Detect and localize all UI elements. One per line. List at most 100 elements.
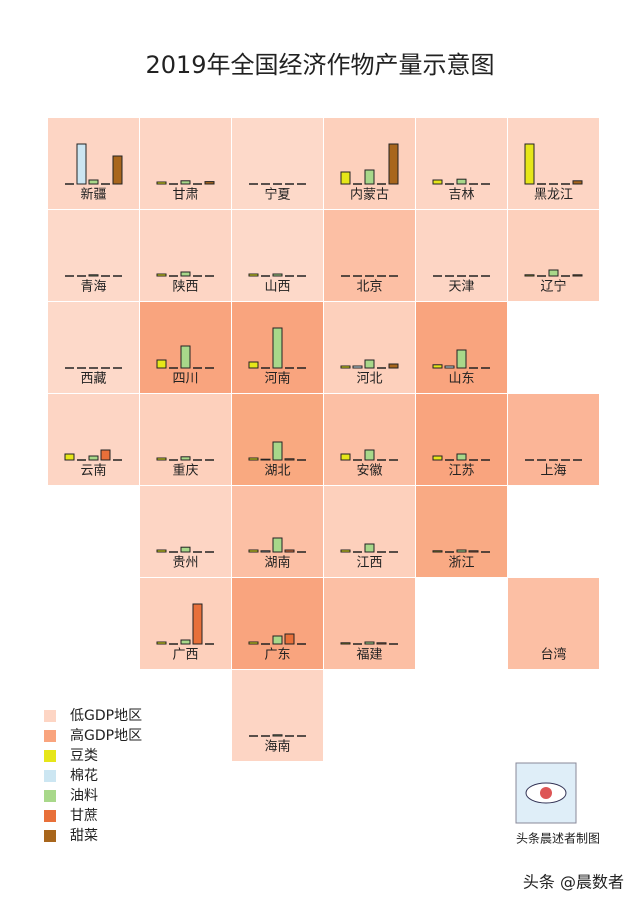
- legend-swatch: [44, 750, 56, 762]
- tile: [416, 394, 507, 485]
- bar: [340, 453, 351, 461]
- legend-swatch: [44, 810, 56, 822]
- tile-label: 上海: [540, 464, 566, 479]
- bar: [260, 458, 271, 461]
- bar: [432, 455, 443, 461]
- bar: [444, 365, 455, 369]
- legend-label: 甜菜: [70, 828, 98, 844]
- bar: [180, 456, 191, 461]
- bar: [456, 549, 467, 553]
- bar: [340, 365, 351, 369]
- tile: [232, 670, 323, 761]
- bar: [548, 269, 559, 277]
- bar: [340, 171, 351, 185]
- bar: [248, 641, 259, 645]
- bar: [180, 639, 191, 645]
- bar: [156, 549, 167, 553]
- bar: [364, 359, 375, 369]
- bar: [156, 359, 167, 369]
- bar: [284, 633, 295, 645]
- tile-label: 台湾: [540, 647, 566, 663]
- bar: [388, 363, 399, 369]
- bar: [88, 455, 99, 461]
- legend-swatch: [44, 710, 56, 722]
- tile-label: 陕西: [172, 280, 198, 295]
- tile-label: 四川: [172, 372, 198, 387]
- bar: [284, 458, 295, 461]
- bar: [272, 537, 283, 553]
- tile: [508, 394, 599, 485]
- bar: [340, 549, 351, 553]
- tile-label: 青海: [80, 280, 106, 295]
- credit-image: [515, 762, 577, 824]
- tile: [140, 210, 231, 301]
- legend-label: 油料: [70, 788, 98, 804]
- tile: [416, 210, 507, 301]
- tile-label: 广西: [172, 648, 198, 663]
- legend-label: 高GDP地区: [70, 727, 142, 744]
- tile-label: 天津: [448, 280, 474, 295]
- legend-swatch: [44, 830, 56, 842]
- tile-label: 云南: [80, 463, 106, 479]
- legend-swatch: [44, 790, 56, 802]
- bar: [112, 155, 123, 185]
- tile: [48, 302, 139, 393]
- tile: [48, 210, 139, 301]
- bar: [180, 271, 191, 277]
- tile: [232, 394, 323, 485]
- legend-swatch: [44, 770, 56, 782]
- tile-label: 江苏: [448, 463, 474, 479]
- bar: [364, 449, 375, 461]
- tile-label: 山东: [448, 372, 474, 387]
- tile: [416, 302, 507, 393]
- bar: [156, 181, 167, 185]
- tile-label: 黑龙江: [534, 188, 573, 203]
- tile: [140, 394, 231, 485]
- tile-label: 福建: [356, 648, 382, 663]
- bar: [272, 734, 283, 737]
- tile-label: 内蒙古: [350, 187, 389, 203]
- tile-label: 河北: [356, 372, 382, 387]
- credit-image-pupil: [540, 787, 552, 799]
- tile: [508, 118, 599, 209]
- tile-label: 西藏: [80, 372, 106, 387]
- tile-label: 甘肃: [172, 188, 198, 203]
- bar: [432, 179, 443, 185]
- watermark: 头条 @晨数者: [523, 873, 624, 892]
- bar: [572, 274, 583, 277]
- tile-label: 广东: [264, 648, 290, 663]
- bar: [284, 549, 295, 553]
- legend-label: 甘蔗: [70, 808, 98, 824]
- bar: [248, 549, 259, 553]
- tile: [48, 394, 139, 485]
- bar: [524, 274, 535, 277]
- tile-label: 河南: [264, 371, 290, 387]
- legend-label: 棉花: [70, 767, 98, 784]
- bar: [156, 273, 167, 277]
- bar: [456, 178, 467, 185]
- bar: [156, 457, 167, 461]
- bar: [456, 453, 467, 461]
- tile-label: 湖北: [264, 464, 290, 479]
- tile: [508, 210, 599, 301]
- bar: [388, 143, 399, 185]
- tile-label: 浙江: [448, 556, 474, 571]
- bar: [248, 273, 259, 277]
- legend-label: 低GDP地区: [70, 708, 142, 724]
- tile: [324, 118, 415, 209]
- bar: [364, 543, 375, 553]
- bar: [180, 546, 191, 553]
- bar: [248, 361, 259, 369]
- bar: [572, 180, 583, 185]
- chart-title: 2019年全国经济作物产量示意图: [145, 51, 494, 79]
- tile-label: 宁夏: [264, 187, 290, 203]
- bar: [524, 143, 535, 185]
- tile-label: 江西: [356, 556, 382, 571]
- bar: [204, 181, 215, 185]
- tile: [324, 302, 415, 393]
- tile-label: 北京: [356, 280, 382, 295]
- tile-label: 湖南: [264, 555, 290, 571]
- bar: [260, 550, 271, 553]
- tile-label: 安徽: [356, 464, 382, 479]
